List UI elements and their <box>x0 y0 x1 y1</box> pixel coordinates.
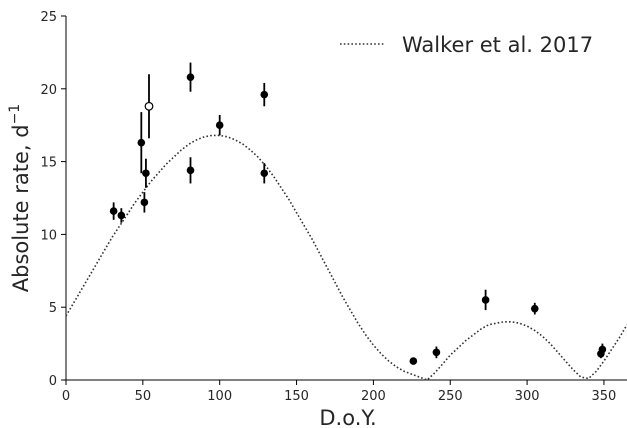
data-point <box>260 90 269 99</box>
y-axis-title-main: Absolute rate, d <box>9 124 33 292</box>
model-curve <box>65 134 627 381</box>
x-tick-label: 0 <box>62 389 70 404</box>
data-point <box>530 304 539 313</box>
data-points <box>109 62 607 365</box>
data-point-open <box>144 101 154 111</box>
axes-frame <box>65 16 627 381</box>
x-tick-label: 100 <box>207 389 232 404</box>
x-tick-label: 150 <box>284 389 309 404</box>
data-point <box>117 211 126 220</box>
x-tick-label: 350 <box>592 389 617 404</box>
legend: Walker et al. 2017 <box>340 33 593 57</box>
data-point <box>481 296 490 304</box>
data-point <box>432 348 441 357</box>
data-point <box>186 73 195 81</box>
y-tick-label: 20 <box>40 83 57 98</box>
model-curve-line <box>65 134 627 381</box>
data-point <box>186 166 195 175</box>
data-point <box>215 121 224 129</box>
data-point <box>140 198 149 207</box>
y-tick-label: 25 <box>40 10 57 25</box>
y-tick-label: 15 <box>40 156 57 171</box>
data-point <box>409 357 418 365</box>
data-point <box>142 169 150 178</box>
y-tick-label: 0 <box>49 374 57 389</box>
y-axis-title-exponent: −1 <box>7 104 23 125</box>
y-tick-label: 5 <box>49 301 57 316</box>
y-tick-label: 10 <box>40 228 57 243</box>
y-axis-title: Absolute rate, d−1 <box>7 104 33 292</box>
data-point <box>137 138 146 147</box>
legend-label: Walker et al. 2017 <box>402 33 593 57</box>
data-point <box>598 345 607 354</box>
x-tick-label: 50 <box>135 389 152 404</box>
data-point <box>260 169 269 178</box>
x-tick-label: 250 <box>438 389 463 404</box>
axis-ticks: 0 50 100 150 200 250 300 350 0 5 10 15 20 25 <box>40 10 616 404</box>
data-point <box>109 207 118 215</box>
x-axis-title: D.o.Y. <box>319 406 376 428</box>
x-tick-label: 300 <box>515 389 540 404</box>
x-tick-label: 200 <box>361 389 386 404</box>
